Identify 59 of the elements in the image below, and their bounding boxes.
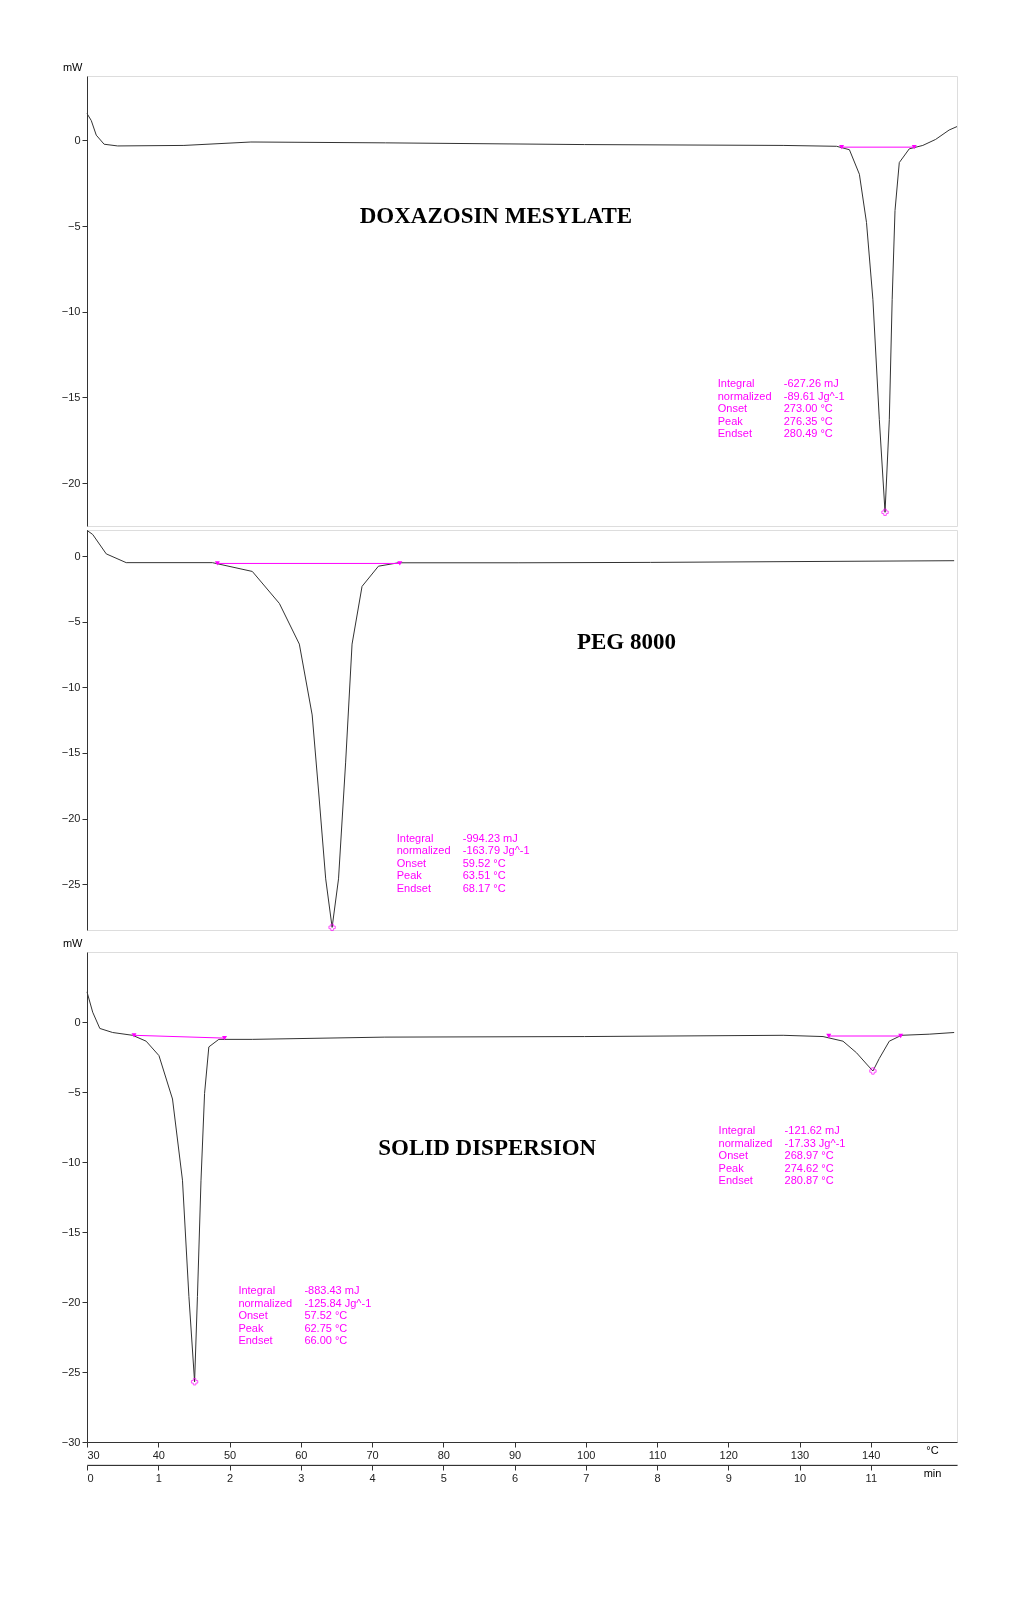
y-tick-label: 0 xyxy=(74,1015,81,1028)
x2-tick-label: 0 xyxy=(87,1471,94,1484)
y-tick-label: −5 xyxy=(67,1085,81,1098)
y-tick-label: −5 xyxy=(67,219,81,232)
annotation: -627.26 mJ -89.61 Jg^-1 273.00 °C 276.35 °C 280.49 °C xyxy=(783,377,845,440)
y-tick-label: −20 xyxy=(61,812,81,825)
x-tick-label: 140 xyxy=(862,1448,881,1461)
x2-tick-label: 1 xyxy=(155,1471,162,1484)
annotation: Integral normalized Onset Peak Endset xyxy=(717,377,772,440)
x2-tick-label: 8 xyxy=(654,1471,661,1484)
text: SOLID DISPERSION xyxy=(378,1135,597,1160)
x-tick-label: 50 xyxy=(223,1448,237,1461)
x-tick-label: 100 xyxy=(577,1448,596,1461)
x-tick-label: 120 xyxy=(719,1448,738,1461)
y-tick-label: 0 xyxy=(74,133,81,146)
x2-tick-label: 6 xyxy=(511,1471,519,1484)
x2-axis-title: min xyxy=(923,1466,942,1479)
x-axis-title: °C xyxy=(926,1443,939,1456)
annotation: -994.23 mJ -163.79 Jg^-1 59.52 °C 63.51 °C 68.17 °C xyxy=(462,831,530,894)
text: DOXAZOSIN MESYLATE xyxy=(359,202,633,228)
point xyxy=(190,1378,199,1386)
x-tick-label: 70 xyxy=(366,1448,379,1461)
y-tick-label: −30 xyxy=(61,1435,81,1448)
y-tick-label: −10 xyxy=(61,680,81,693)
y-tick-label: −20 xyxy=(61,1295,81,1308)
x-tick-label: 60 xyxy=(295,1448,308,1461)
x-tick-label: 110 xyxy=(648,1448,667,1461)
y-tick-label: −15 xyxy=(61,1225,81,1238)
annotation: Integral normalized Onset Peak Endset xyxy=(238,1284,293,1347)
y-axis-title: mW xyxy=(62,936,84,949)
x2-tick-label: 2 xyxy=(226,1471,234,1484)
y-tick-label: 0 xyxy=(74,549,81,562)
annotation: Integral normalized Onset Peak Endset xyxy=(396,831,451,894)
x-tick-label: 90 xyxy=(508,1448,522,1461)
x-tick-label: 40 xyxy=(152,1448,165,1461)
y-tick-label: −15 xyxy=(61,390,81,403)
x-tick-label: 30 xyxy=(87,1448,100,1461)
x2-tick-label: 9 xyxy=(725,1471,732,1484)
x2-tick-label: 4 xyxy=(369,1471,376,1484)
x2-tick-label: 3 xyxy=(298,1471,305,1484)
y-tick-label: −15 xyxy=(61,746,81,759)
y-tick-label: −5 xyxy=(67,615,81,628)
y-tick-label: −20 xyxy=(61,476,81,489)
y-axis-title: mW xyxy=(62,60,84,73)
point xyxy=(869,1067,877,1075)
annotation: -121.62 mJ -17.33 Jg^-1 268.97 °C 274.62 °C 280.87 °C xyxy=(784,1124,846,1187)
x2-tick-label: 7 xyxy=(583,1471,590,1484)
x-tick-label: 80 xyxy=(437,1448,450,1461)
x2-tick-label: 10 xyxy=(793,1471,807,1484)
y-tick-label: −25 xyxy=(61,877,81,890)
text: PEG 8000 xyxy=(576,629,676,654)
y-tick-label: −25 xyxy=(61,1365,81,1378)
annotation: -883.43 mJ -125.84 Jg^-1 57.52 °C 62.75 °C 66.00 °C xyxy=(304,1284,372,1347)
x-tick-label: 130 xyxy=(790,1448,810,1461)
annotation: Integral normalized Onset Peak Endset xyxy=(718,1124,773,1187)
x2-tick-label: 11 xyxy=(865,1471,877,1484)
x2-tick-label: 5 xyxy=(440,1471,447,1484)
y-tick-label: −10 xyxy=(61,1155,81,1168)
y-tick-label: −10 xyxy=(61,305,81,318)
